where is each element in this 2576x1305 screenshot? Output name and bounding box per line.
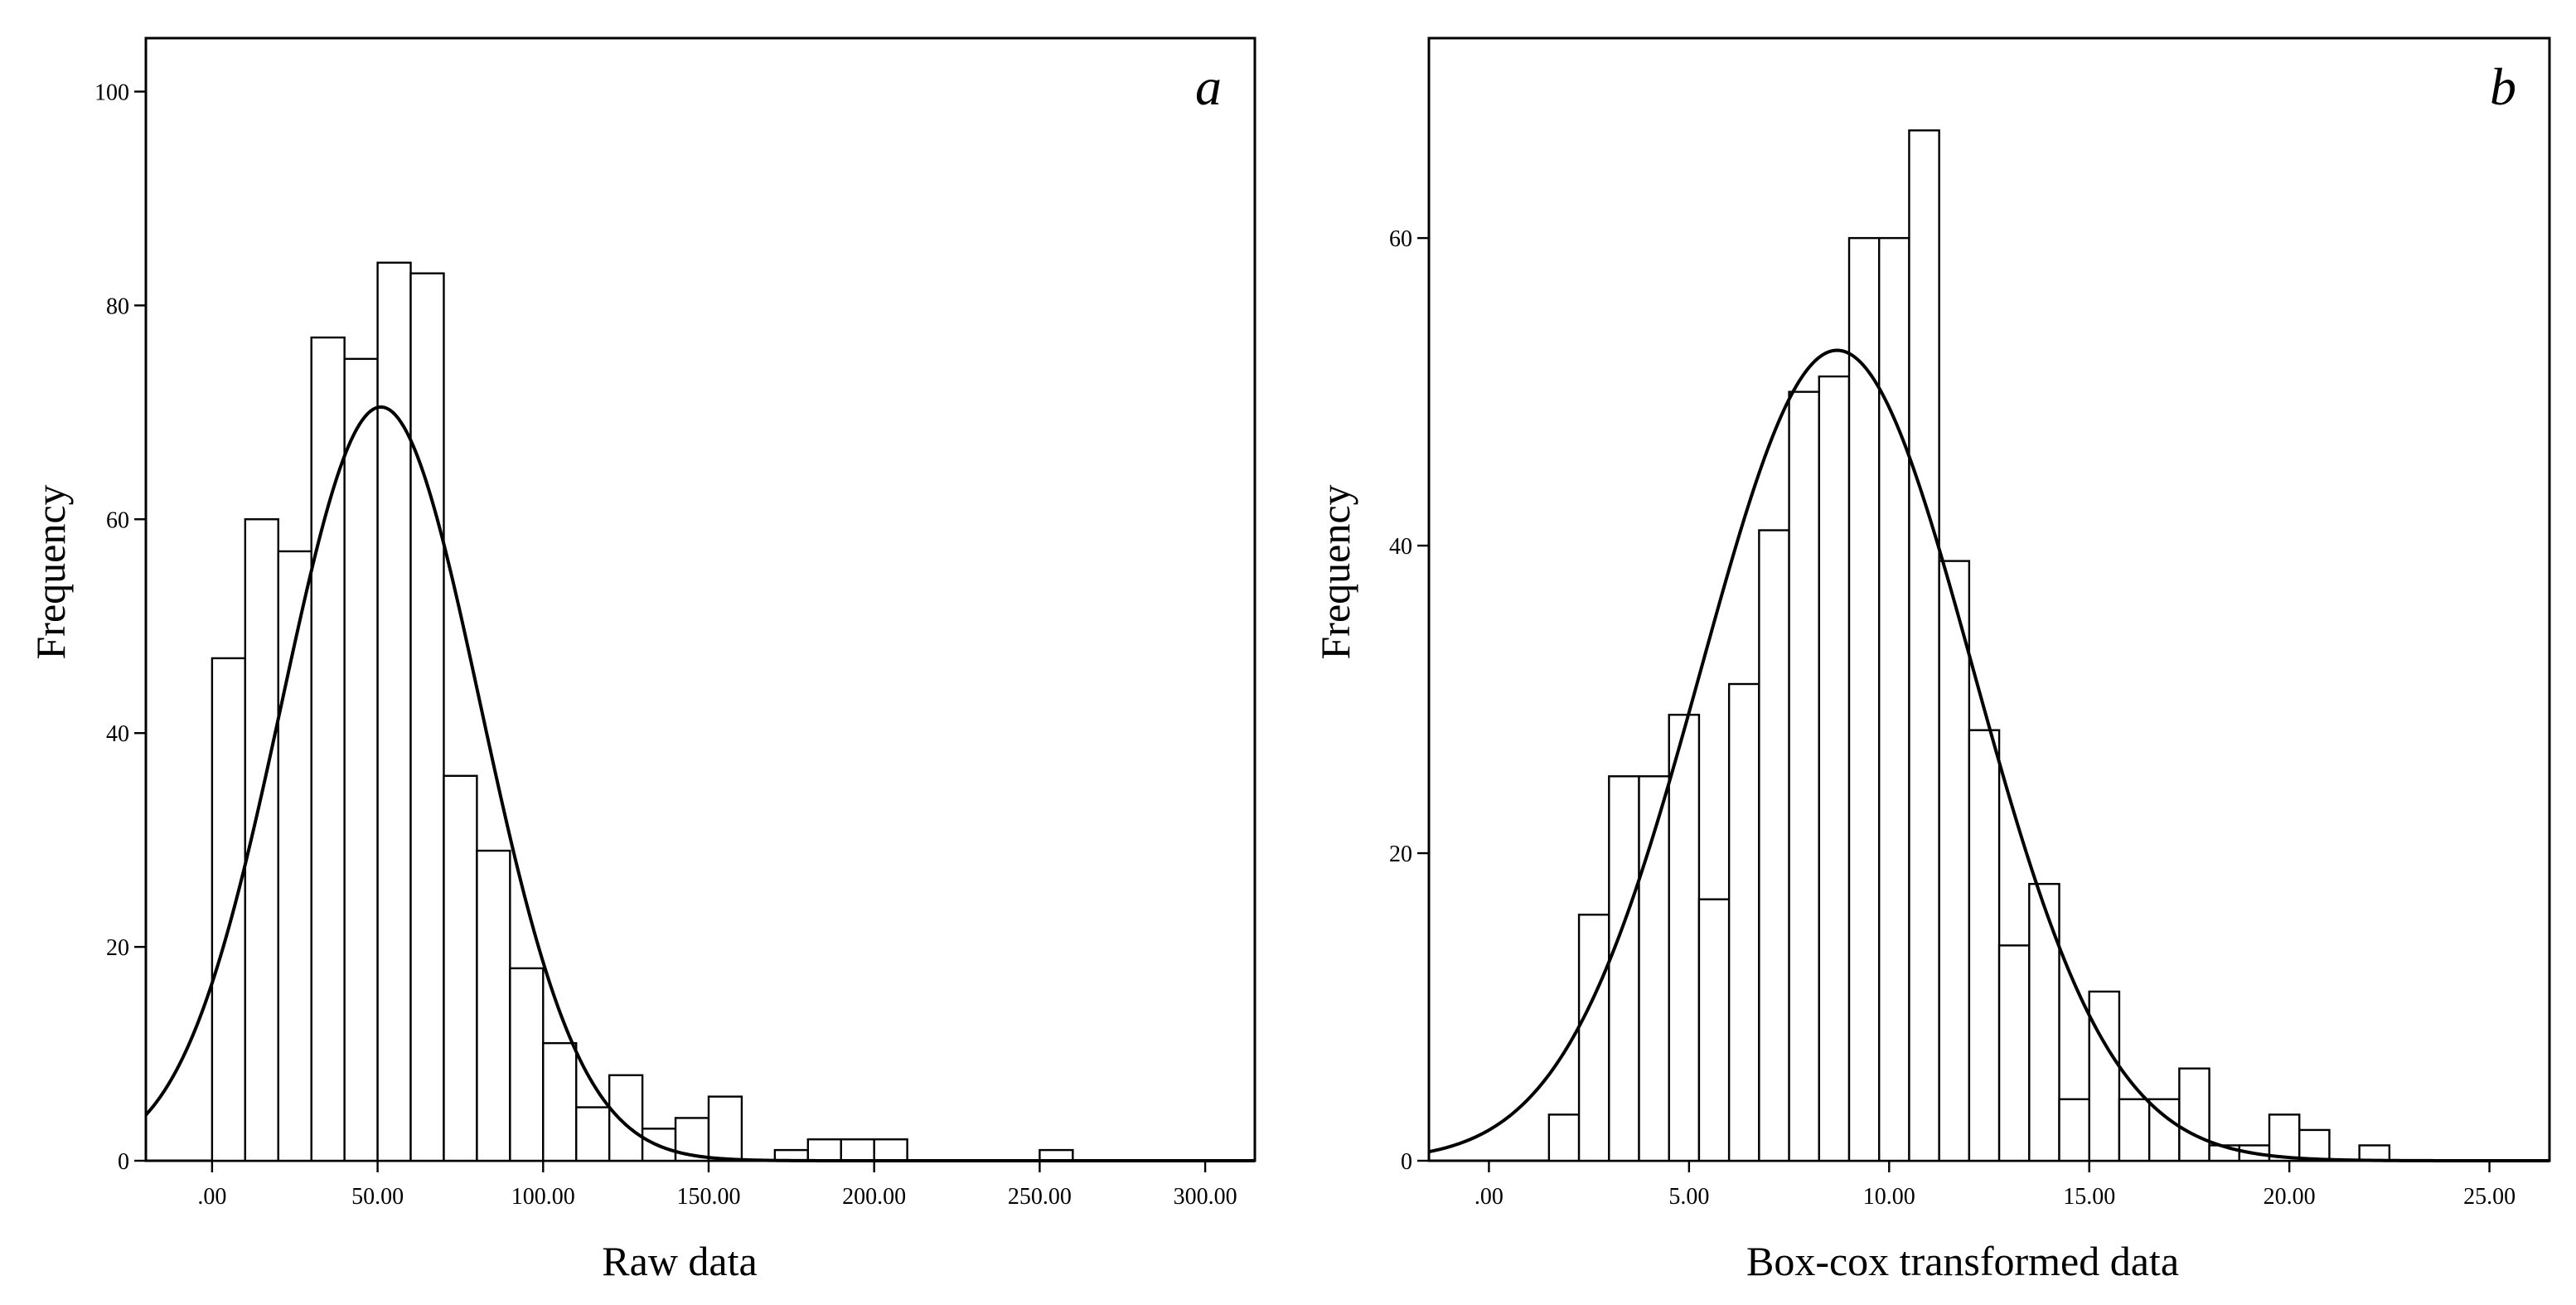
panel-a-y-tick-label: 0: [118, 1149, 129, 1175]
panel-a-y-tick-label: 40: [106, 721, 129, 747]
panel-b-bar: [1847, 236, 1881, 1162]
panel-a-bar: [873, 1138, 908, 1162]
panel-a-x-tick-label: 250.00: [1008, 1184, 1072, 1210]
panel-a-x-tick-label: .00: [197, 1184, 226, 1210]
panel-b-y-tick-label: 40: [1389, 534, 1412, 560]
panel-a-bar: [211, 657, 247, 1162]
panel-b-x-tick-label: 25.00: [2463, 1184, 2515, 1210]
panel-b-bar: [1818, 375, 1851, 1162]
panel-a-label: a: [1195, 57, 1222, 116]
panel-b-bar: [1697, 898, 1731, 1162]
panel-a-bar: [542, 1041, 578, 1162]
panel-b-bar: [2147, 1098, 2181, 1162]
panel-a-bar: [310, 336, 346, 1162]
panel-b-bar: [1938, 560, 1971, 1162]
panel-b-bar: [1668, 713, 1701, 1162]
panel-a-bars: [211, 261, 1074, 1162]
panel-b-bar: [2118, 1098, 2151, 1162]
panel-b-y-axis-title: Frequency: [1312, 484, 1358, 659]
panel-a-x-tick-label: 150.00: [676, 1184, 740, 1210]
panel-b-x-tick-label: 15.00: [2063, 1184, 2115, 1210]
panel-a-bar: [707, 1095, 743, 1162]
panel-a-bar: [376, 261, 412, 1162]
panel-a-bar: [608, 1074, 644, 1162]
panel-a-bar: [575, 1106, 611, 1162]
panel-a-bar: [840, 1138, 875, 1162]
panel-b-x-ticks: .00 5.00 10.00 15.00 20.00 25.00: [1474, 1161, 2515, 1210]
panel-b-y-tick-label: 20: [1389, 842, 1412, 867]
panel-b-bar: [1727, 682, 1760, 1162]
panel-a-y-tick-label: 80: [106, 294, 129, 319]
panel-b-bar: [2358, 1144, 2391, 1162]
panel-b-bar: [1997, 944, 2031, 1162]
panel-a-x-tick-label: 300.00: [1174, 1184, 1237, 1210]
panel-b-bar: [1608, 775, 1640, 1162]
panel-b-bar: [1758, 529, 1790, 1162]
panel-a-bar: [343, 357, 379, 1162]
panel-a-y-tick-label: 20: [106, 935, 129, 961]
panel-b-y-tick-label: 0: [1401, 1149, 1412, 1175]
panel-a-bar: [476, 849, 511, 1162]
panel-a-y-axis-title: Frequency: [27, 484, 74, 659]
panel-b-y-ticks: 0 20 40 60: [1389, 226, 1429, 1175]
panel-a-x-axis-title: Raw data: [602, 1238, 757, 1284]
panel-b-bar: [1547, 1113, 1581, 1162]
panel-b-bar: [2058, 1098, 2090, 1162]
panel-a-y-tick-label: 100: [94, 80, 129, 105]
panel-b-bar: [2178, 1067, 2210, 1162]
panel-b-bar: [2088, 990, 2121, 1162]
panel-b-bar: [2028, 882, 2060, 1162]
panel-b-bar: [1788, 391, 1820, 1162]
panel-a-x-tick-label: 50.00: [351, 1184, 404, 1210]
panel-b-bar: [1577, 914, 1610, 1162]
panel-a-x-tick-label: 100.00: [511, 1184, 575, 1210]
panel-b-bar: [2298, 1128, 2331, 1162]
panel-b-x-tick-label: .00: [1474, 1184, 1503, 1210]
panel-b-bar: [1968, 729, 2001, 1162]
panel-a-bar: [806, 1138, 842, 1162]
panel-b-bar: [1638, 775, 1670, 1162]
panel-a-bar: [443, 774, 478, 1162]
panel-a-x-tick-label: 200.00: [842, 1184, 906, 1210]
panel-a-y-tick-label: 60: [106, 507, 129, 533]
panel-b-label: b: [2490, 57, 2516, 116]
panel-b-bar: [2268, 1113, 2301, 1162]
panel-b: 0 20 40 60 .00 5.00 10.00 15.00 20.00 25.00 b Bo…: [1312, 36, 2551, 1284]
panel-a-x-ticks: .00 50.00 100.00 150.00 200.00 250.00 300.00: [197, 1161, 1237, 1210]
panel-a-bar: [277, 550, 312, 1162]
panel-b-y-tick-label: 60: [1389, 226, 1412, 252]
panel-b-x-tick-label: 10.00: [1863, 1184, 1915, 1210]
panel-a-y-ticks: 0 20 40 60 80 100: [94, 80, 146, 1175]
panel-a-bar: [409, 272, 445, 1162]
panel-b-x-tick-label: 5.00: [1668, 1184, 1709, 1210]
panel-b-bar: [1908, 129, 1940, 1162]
panel-b-x-tick-label: 20.00: [2264, 1184, 2316, 1210]
panel-b-bars: [1547, 129, 2391, 1162]
panel-b-bar: [1878, 236, 1910, 1162]
panel-a-bar: [509, 967, 545, 1162]
panel-b-normal-curve: [1428, 348, 2549, 1162]
panel-a: 0 20 40 60 80 100 .00 50.00 100.00 150.00 200.00 2…: [27, 36, 1257, 1284]
panel-b-x-axis-title: Box-cox transformed data: [1746, 1238, 2179, 1284]
panel-a-normal-curve: [144, 405, 1255, 1162]
